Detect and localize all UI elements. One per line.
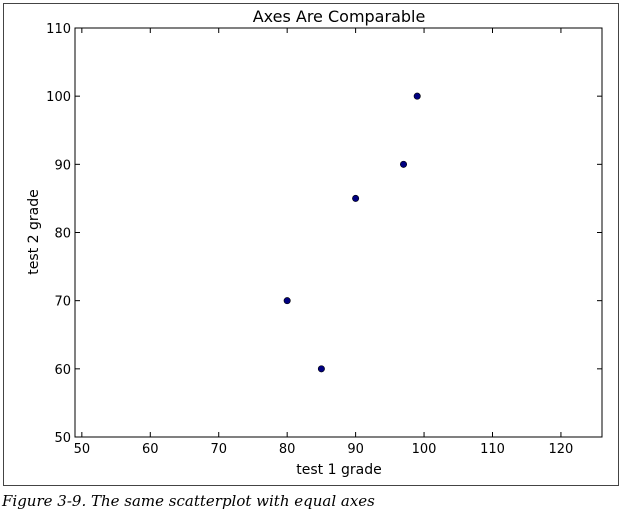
y-tick-label: 100 [46,90,71,105]
figure-caption: Figure 3-9. The same scatterplot with eq… [2,492,375,510]
x-tick-label: 120 [549,442,574,457]
x-tick-label: 70 [210,442,227,457]
x-tick-label: 80 [279,442,296,457]
y-axis-ticks: 50 60 70 80 90 100 110 [46,22,602,446]
chart-title: Axes Are Comparable [253,7,426,26]
scatter-point [413,92,421,100]
figure-frame [3,3,619,486]
plot-area [74,27,603,438]
x-tick-label: 110 [480,442,505,457]
y-tick-label: 70 [54,295,71,310]
scatter-chart: Axes Are Comparable 50 60 70 80 90 100 110 50 6… [26,7,603,478]
x-axis-label: test 1 grade [296,462,381,478]
y-tick-label: 110 [46,22,71,37]
scatter-point [352,194,360,202]
y-axis-label: test 2 grade [26,189,42,274]
y-tick-label: 90 [54,158,71,173]
y-tick-label: 60 [54,363,71,378]
scatter-point [400,160,408,168]
x-tick-label: 100 [412,442,437,457]
y-tick-label: 50 [54,431,71,446]
scatter-point [317,365,325,373]
x-axis-ticks: 50 60 70 80 90 100 110 120 [74,28,574,457]
x-tick-label: 50 [74,442,91,457]
x-tick-label: 90 [347,442,364,457]
data-points [283,92,421,373]
y-tick-label: 80 [54,227,71,242]
scatter-point [283,297,291,305]
x-tick-label: 60 [142,442,159,457]
